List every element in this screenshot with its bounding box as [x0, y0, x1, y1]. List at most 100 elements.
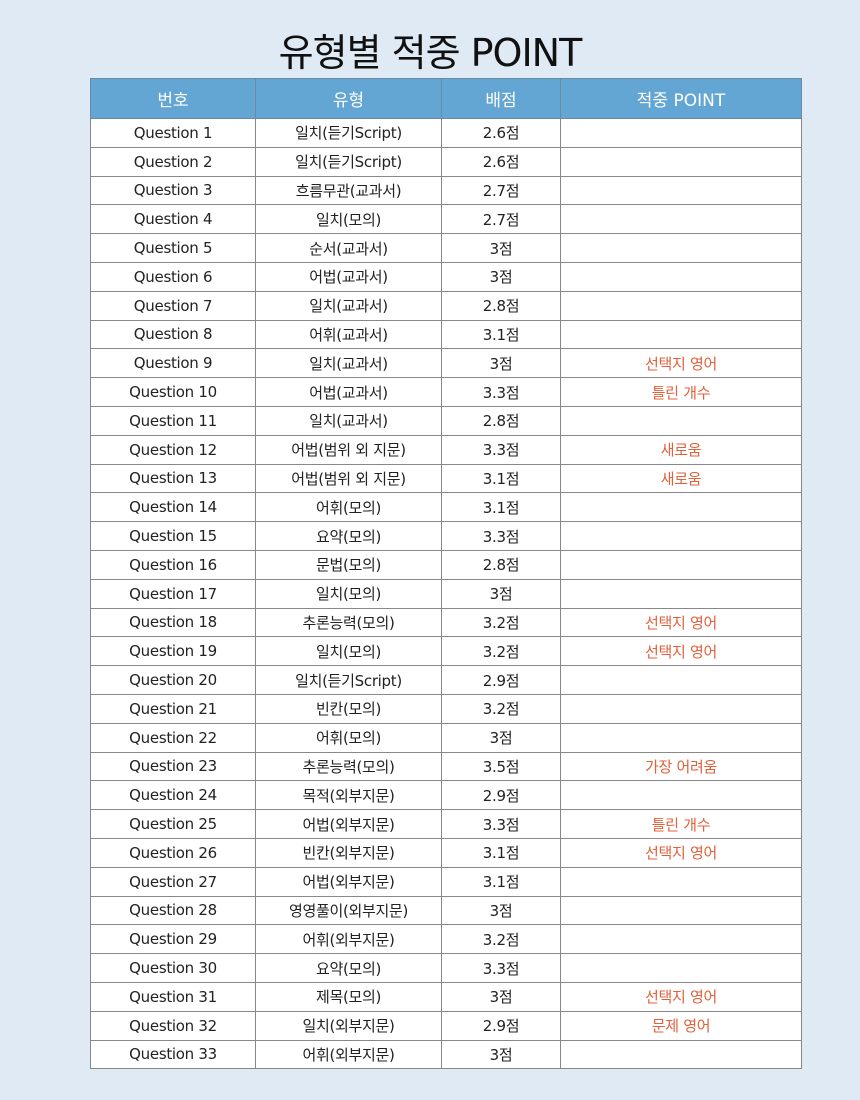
table-row: Question 12 어법(범위 외 지문) 3.3점 새로움	[90, 434, 802, 465]
cell-type: 어휘(모의)	[255, 492, 442, 523]
cell-point	[560, 780, 802, 811]
table-row: Question 33 어휘(외부지문) 3점	[90, 1039, 802, 1070]
cell-number: Question 14	[90, 492, 256, 523]
cell-point	[560, 492, 802, 523]
table-row: Question 13 어법(범위 외 지문) 3.1점 새로움	[90, 463, 802, 494]
cell-score: 3.1점	[441, 319, 561, 350]
table-row: Question 2 일치(듣기Script) 2.6점	[90, 146, 802, 177]
cell-type: 영영풀이(외부지문)	[255, 895, 442, 926]
table-row: Question 28 영영풀이(외부지문) 3점	[90, 895, 802, 926]
table-row: Question 4 일치(모의) 2.7점	[90, 204, 802, 235]
cell-point	[560, 261, 802, 292]
cell-score: 3점	[441, 722, 561, 753]
cell-type: 어휘(외부지문)	[255, 924, 442, 955]
cell-type: 문법(모의)	[255, 549, 442, 580]
cell-point: 틀린 개수	[560, 809, 802, 839]
cell-type: 일치(듣기Script)	[255, 146, 442, 177]
cell-number: Question 3	[90, 175, 256, 206]
cell-number: Question 27	[90, 866, 256, 897]
header-number: 번호	[90, 78, 256, 119]
cell-type: 일치(교과서)	[255, 405, 442, 436]
cell-type: 빈칸(모의)	[255, 693, 442, 724]
table-row: Question 23 추론능력(모의) 3.5점 가장 어려움	[90, 751, 802, 782]
cell-score: 3점	[441, 233, 561, 263]
cell-type: 어휘(교과서)	[255, 319, 442, 350]
table-row: Question 20 일치(듣기Script) 2.9점	[90, 665, 802, 695]
cell-score: 3.3점	[441, 809, 561, 839]
cell-number: Question 30	[90, 953, 256, 983]
cell-type: 흐름무관(교과서)	[255, 175, 442, 206]
table-header-row: 번호 유형 배점 적중 POINT	[90, 78, 802, 119]
cell-point	[560, 549, 802, 580]
cell-point	[560, 204, 802, 235]
cell-score: 3점	[441, 981, 561, 1012]
cell-point	[560, 866, 802, 897]
cell-score: 2.8점	[441, 549, 561, 580]
cell-number: Question 17	[90, 578, 256, 609]
cell-score: 2.8점	[441, 405, 561, 436]
cell-score: 3점	[441, 895, 561, 926]
table-row: Question 10 어법(교과서) 3.3점 틀린 개수	[90, 377, 802, 407]
cell-point	[560, 722, 802, 753]
cell-number: Question 23	[90, 751, 256, 782]
cell-score: 3.3점	[441, 953, 561, 983]
cell-number: Question 7	[90, 290, 256, 321]
cell-point	[560, 578, 802, 609]
header-score: 배점	[441, 78, 561, 119]
cell-type: 어법(외부지문)	[255, 809, 442, 839]
cell-point: 선택지 영어	[560, 981, 802, 1012]
cell-point	[560, 233, 802, 263]
table-row: Question 32 일치(외부지문) 2.9점 문제 영어	[90, 1010, 802, 1041]
cell-type: 어법(교과서)	[255, 377, 442, 407]
cell-number: Question 1	[90, 118, 256, 148]
cell-number: Question 29	[90, 924, 256, 955]
cell-score: 2.8점	[441, 290, 561, 321]
cell-number: Question 33	[90, 1039, 256, 1070]
cell-type: 제목(모의)	[255, 981, 442, 1012]
cell-number: Question 16	[90, 549, 256, 580]
header-type: 유형	[255, 78, 442, 119]
table-row: Question 19 일치(모의) 3.2점 선택지 영어	[90, 636, 802, 667]
cell-score: 3.2점	[441, 924, 561, 955]
cell-number: Question 19	[90, 636, 256, 667]
cell-point: 가장 어려움	[560, 751, 802, 782]
cell-type: 일치(교과서)	[255, 348, 442, 379]
cell-point	[560, 521, 802, 551]
cell-score: 3점	[441, 261, 561, 292]
cell-point	[560, 953, 802, 983]
page-title: 유형별 적중 POINT	[278, 31, 583, 75]
cell-point	[560, 1039, 802, 1070]
cell-point	[560, 175, 802, 206]
cell-type: 어법(범위 외 지문)	[255, 434, 442, 465]
table-row: Question 16 문법(모의) 2.8점	[90, 549, 802, 580]
cell-point: 선택지 영어	[560, 636, 802, 667]
table-row: Question 15 요약(모의) 3.3점	[90, 521, 802, 551]
cell-type: 일치(교과서)	[255, 290, 442, 321]
cell-score: 3.1점	[441, 463, 561, 494]
table-row: Question 25 어법(외부지문) 3.3점 틀린 개수	[90, 809, 802, 839]
table-row: Question 5 순서(교과서) 3점	[90, 233, 802, 263]
cell-point: 틀린 개수	[560, 377, 802, 407]
cell-point: 새로움	[560, 434, 802, 465]
cell-point: 선택지 영어	[560, 348, 802, 379]
header-point: 적중 POINT	[560, 78, 802, 119]
cell-type: 어휘(모의)	[255, 722, 442, 753]
table-row: Question 18 추론능력(모의) 3.2점 선택지 영어	[90, 607, 802, 638]
cell-type: 일치(모의)	[255, 578, 442, 609]
cell-point: 선택지 영어	[560, 837, 802, 868]
cell-score: 2.9점	[441, 780, 561, 811]
table-row: Question 27 어법(외부지문) 3.1점	[90, 866, 802, 897]
table-row: Question 21 빈칸(모의) 3.2점	[90, 693, 802, 724]
cell-type: 요약(모의)	[255, 953, 442, 983]
cell-score: 3.1점	[441, 492, 561, 523]
cell-score: 2.6점	[441, 118, 561, 148]
point-table: 번호 유형 배점 적중 POINT Question 1 일치(듣기Script)…	[90, 78, 802, 1070]
table-row: Question 7 일치(교과서) 2.8점	[90, 290, 802, 321]
cell-score: 3.5점	[441, 751, 561, 782]
cell-number: Question 11	[90, 405, 256, 436]
table-row: Question 17 일치(모의) 3점	[90, 578, 802, 609]
table-row: Question 31 제목(모의) 3점 선택지 영어	[90, 981, 802, 1012]
cell-type: 어법(외부지문)	[255, 866, 442, 897]
cell-point	[560, 895, 802, 926]
cell-number: Question 9	[90, 348, 256, 379]
